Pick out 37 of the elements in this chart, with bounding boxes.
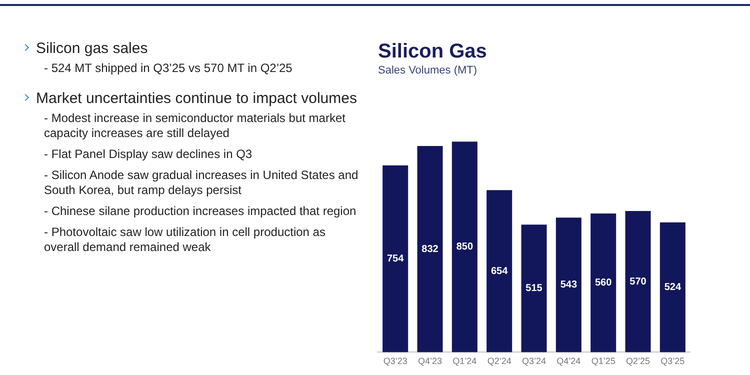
data-label: 560 <box>594 278 612 289</box>
text: - Chinese silane production increases impacted that region <box>44 204 358 219</box>
x-tick-label: Q4’24 <box>556 356 581 366</box>
data-label: 832 <box>422 244 439 255</box>
x-tick-label: Q2’24 <box>487 356 512 366</box>
data-label: 515 <box>526 283 543 294</box>
text: Silicon gas sales <box>36 40 148 57</box>
data-label: 524 <box>664 282 682 294</box>
text: - Flat Panel Display saw declines in Q3 <box>44 147 254 162</box>
bar <box>660 222 686 352</box>
bar <box>382 165 408 352</box>
text: - Modest increase in semiconductor materials but market capacity increases are still delayed <box>44 111 346 141</box>
bar <box>625 210 651 352</box>
chart-title: Silicon Gas <box>378 40 487 63</box>
bar <box>486 190 512 352</box>
bar <box>452 142 478 352</box>
data-label: 850 <box>456 242 474 253</box>
data-label: 543 <box>560 280 578 291</box>
x-tick-label: Q2’25 <box>626 356 650 366</box>
x-tick-label: Q3’25 <box>660 356 685 366</box>
bar <box>590 213 616 352</box>
data-label: 570 <box>630 276 647 288</box>
x-tick-label: Q1’24 <box>452 356 477 366</box>
x-tick-label: Q3’24 <box>522 356 546 366</box>
text: Market uncertainties continue to impact volumes <box>36 90 357 107</box>
bar <box>417 146 443 352</box>
bar <box>556 218 582 352</box>
x-tick-label: Q3’23 <box>383 356 408 366</box>
text: - Silicon Anode saw gradual increases in United States and South Korea, but ramp delays persist <box>44 168 360 198</box>
x-tick-label: Q4’23 <box>418 356 442 366</box>
bar <box>521 224 547 352</box>
data-label: 654 <box>490 266 508 277</box>
text: - 524 MT shipped in Q3’25 vs 570 MT in Q2’25 <box>44 61 294 76</box>
x-tick-label: Q1’25 <box>591 356 616 366</box>
data-label: 754 <box>386 254 404 265</box>
chart-subtitle: Sales Volumes (MT) <box>378 64 478 77</box>
text: - Photovoltaic saw low utilization in cell production as overall demand remained weak <box>44 225 326 255</box>
